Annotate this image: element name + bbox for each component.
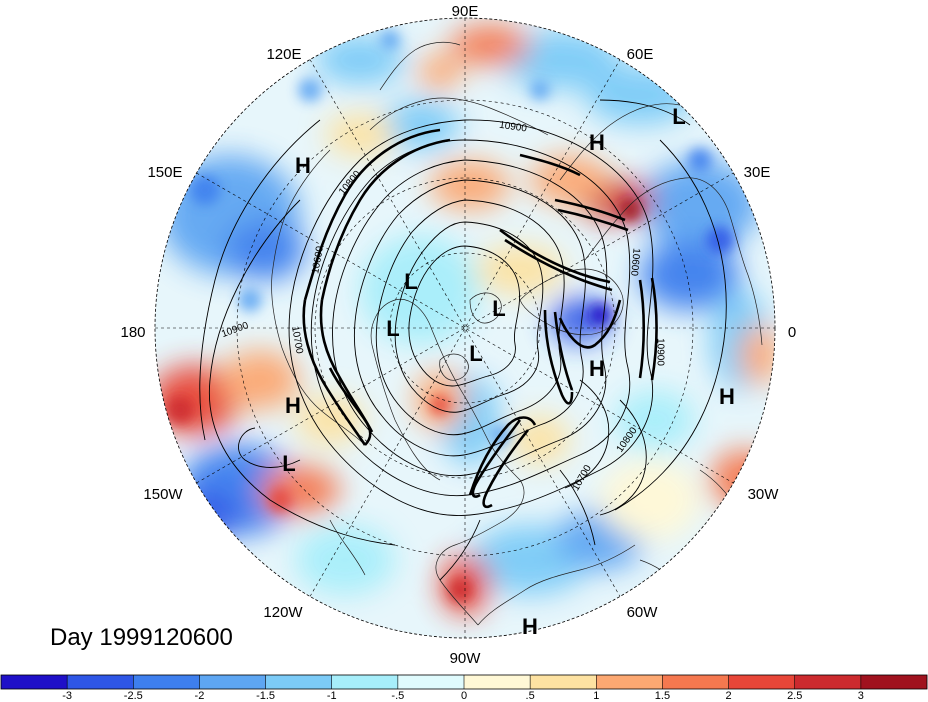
longitude-label-120e: 120E (266, 46, 301, 63)
colorbar-tick-label: 1 (593, 690, 599, 702)
colorbar-segment (397, 675, 465, 689)
colorbar-segment (67, 675, 134, 689)
colorbar-tick-label: 0 (461, 690, 467, 702)
colorbar-tick-label: .5 (526, 690, 535, 702)
coastlines (271, 41, 763, 626)
high-pressure-mark: H (589, 356, 605, 381)
colorbar-segment (265, 675, 333, 689)
high-pressure-mark: H (719, 384, 735, 409)
longitude-label-60w: 60W (627, 604, 659, 621)
colorbar-segment (662, 675, 729, 689)
contour-label: 10700 (289, 325, 305, 355)
colorbar-tick-label: -2.5 (124, 690, 143, 702)
colorbar-segment (728, 675, 796, 689)
low-pressure-mark: L (492, 296, 505, 321)
high-pressure-mark: H (295, 153, 311, 178)
longitude-label-0: 0 (788, 324, 796, 341)
high-pressure-mark: H (589, 130, 605, 155)
colorbar-tick-label: -2 (195, 690, 205, 702)
longitude-label-30w: 30W (748, 486, 780, 503)
longitude-label-90w: 90W (450, 650, 482, 667)
day-label: Day 1999120600 (50, 624, 233, 651)
colorbar-segment (530, 675, 597, 689)
longitude-label-120w: 120W (263, 604, 303, 621)
colorbar-segment (794, 675, 862, 689)
colorbar-segment (331, 675, 399, 689)
colorbar-segment (464, 675, 531, 689)
longitude-labels: 90E 60E 30E 0 30W 60W 90W 120W 150W 180 150E 120E (120, 3, 796, 667)
longitude-label-180: 180 (120, 324, 145, 341)
colorbar-tick-label: 2 (726, 690, 732, 702)
height-contours (199, 99, 727, 581)
low-pressure-mark: L (282, 451, 295, 476)
colorbar-tick-label: -.5 (391, 690, 404, 702)
colorbar-segment (133, 675, 200, 689)
colorbar-segment (860, 675, 928, 689)
longitude-label-60e: 60E (627, 46, 654, 63)
longitude-label-150w: 150W (143, 486, 183, 503)
high-pressure-mark: H (522, 614, 538, 639)
contour-label: 10900 (654, 338, 665, 366)
colorbar-tick-label: -3 (62, 690, 72, 702)
low-pressure-mark: L (672, 104, 685, 129)
colorbar-tick-label: 2.5 (787, 690, 802, 702)
low-pressure-mark: L (386, 316, 399, 341)
graticule (155, 18, 775, 638)
colorbar-segment (596, 675, 663, 689)
contour-label: 10900 (498, 120, 528, 135)
colorbar-tick-label: 1.5 (655, 690, 670, 702)
colorbar-segment (199, 675, 266, 689)
colorbar: -3 -2.5 -2 -1.5 -1 -.5 0 .5 1 1.5 2 2.5 3 (0, 674, 928, 702)
colorbar-tick-label: -1.5 (256, 690, 275, 702)
longitude-label-30e: 30E (744, 164, 771, 181)
contour-label: 10600 (628, 248, 641, 277)
colorbar-tick-label: -1 (327, 690, 337, 702)
colorbar-tick-label: 3 (858, 690, 864, 702)
map-disk (155, 18, 775, 638)
contour-label: 10600 (310, 245, 326, 275)
high-pressure-mark: H (285, 393, 301, 418)
longitude-label-90e: 90E (452, 3, 479, 20)
colorbar-segment (1, 675, 68, 689)
low-pressure-mark: L (404, 269, 417, 294)
longitude-label-150e: 150E (147, 164, 182, 181)
map-outline (154, 17, 776, 639)
low-pressure-mark: L (469, 341, 482, 366)
jet-contours (302, 128, 658, 509)
